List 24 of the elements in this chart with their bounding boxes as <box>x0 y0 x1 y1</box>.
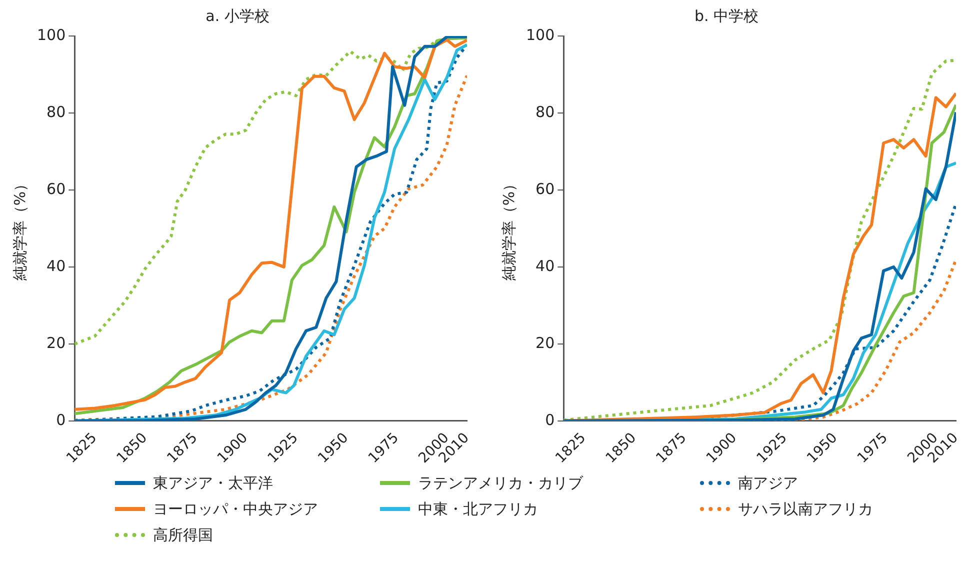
legend-label: ヨーロッパ・中央アジア <box>153 500 318 518</box>
y-tick-label: 100 <box>36 26 66 44</box>
y-tick-label: 0 <box>545 410 555 429</box>
y-axis-title: 純就学率（%） <box>10 176 29 281</box>
y-tick-label: 80 <box>536 102 555 121</box>
legend-label: 南アジア <box>738 474 798 492</box>
y-tick-label: 40 <box>536 256 555 275</box>
legend-label: 東アジア・太平洋 <box>153 474 273 492</box>
chart-title: a. 小学校 <box>206 6 270 25</box>
legend-label: ラテンアメリカ・カリブ <box>418 474 583 492</box>
y-tick-label: 20 <box>46 334 66 352</box>
line-series <box>74 36 467 346</box>
legend-label: 高所得国 <box>153 526 213 544</box>
y-tick-label: 20 <box>536 334 555 352</box>
y-tick-label: 0 <box>56 410 66 429</box>
y-axis-title: 純就学率（%） <box>500 176 518 281</box>
y-tick-label: 60 <box>536 180 555 198</box>
y-tick-label: 100 <box>526 26 555 44</box>
y-tick-label: 40 <box>46 256 66 275</box>
legend-label: サハラ以南アフリカ <box>738 500 873 518</box>
legend-label: 中東・北アフリカ <box>418 500 538 518</box>
chart-title: b. 中学校 <box>694 6 759 25</box>
y-tick-label: 80 <box>46 102 66 121</box>
y-tick-label: 60 <box>46 180 66 198</box>
